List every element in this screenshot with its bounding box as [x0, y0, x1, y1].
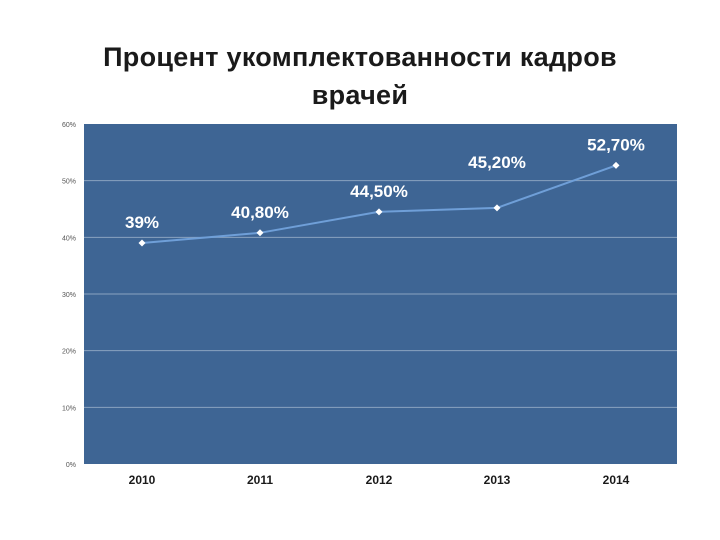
chart-title: Процент укомплектованности кадров врачей	[103, 42, 617, 110]
y-tick-label: 40%	[62, 235, 76, 242]
x-tick-label: 2010	[129, 473, 156, 487]
data-labels: 39% 40,80% 44,50% 45,20% 52,70%	[125, 135, 645, 232]
data-point	[375, 208, 383, 216]
data-point	[138, 239, 146, 247]
y-tick-label: 60%	[62, 122, 76, 129]
y-tick-label: 0%	[66, 462, 76, 469]
y-tick-label: 20%	[62, 349, 76, 356]
x-tick-label: 2011	[247, 473, 273, 487]
gridlines	[84, 180, 677, 408]
series-group	[138, 161, 620, 247]
x-axis-ticks: 2010 2011 2012 2013 2014	[129, 473, 630, 487]
y-tick-label: 30%	[62, 292, 76, 299]
x-tick-label: 2014	[603, 473, 630, 487]
y-axis-ticks: 0% 10% 20% 30% 40% 50% 60%	[62, 122, 76, 469]
data-label: 52,70%	[587, 135, 645, 154]
y-tick-label: 10%	[62, 405, 76, 412]
data-label: 40,80%	[231, 203, 289, 222]
x-tick-label: 2013	[484, 473, 511, 487]
y-tick-label: 50%	[62, 179, 76, 186]
data-label: 45,20%	[468, 153, 526, 172]
data-point	[256, 229, 264, 237]
data-point	[493, 204, 501, 212]
data-label: 39%	[125, 213, 159, 232]
x-tick-label: 2012	[366, 473, 393, 487]
data-label: 44,50%	[350, 182, 408, 201]
data-point	[612, 161, 620, 169]
